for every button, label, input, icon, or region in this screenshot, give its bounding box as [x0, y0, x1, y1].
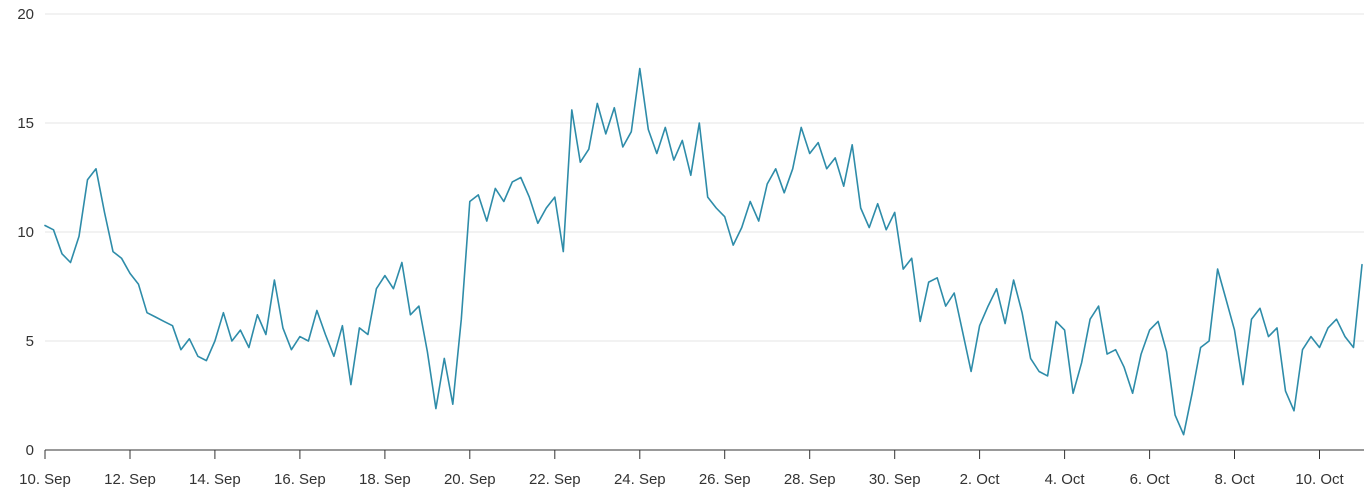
x-tick-label: 30. Sep — [869, 471, 921, 488]
x-tick-label: 26. Sep — [699, 471, 751, 488]
x-tick-label: 16. Sep — [274, 471, 326, 488]
x-tick-label: 12. Sep — [104, 471, 156, 488]
x-tick-label: 6. Oct — [1130, 471, 1171, 488]
x-tick-label: 18. Sep — [359, 471, 411, 488]
x-tick-label: 24. Sep — [614, 471, 666, 488]
y-tick-label: 0 — [26, 442, 34, 459]
series-line — [44, 67, 1363, 436]
y-tick-label: 10 — [17, 224, 34, 241]
y-tick-label: 20 — [17, 6, 34, 23]
x-tick-label: 8. Oct — [1214, 471, 1255, 488]
x-tick-label: 2. Oct — [960, 471, 1001, 488]
x-tick-label: 22. Sep — [529, 471, 581, 488]
x-tick-label: 28. Sep — [784, 471, 836, 488]
x-tick-label: 10. Sep — [19, 471, 71, 488]
x-tick-label: 14. Sep — [189, 471, 241, 488]
y-tick-label: 5 — [26, 333, 34, 350]
y-tick-label: 15 — [17, 115, 34, 132]
x-tick-label: 4. Oct — [1045, 471, 1086, 488]
x-tick-label: 10. Oct — [1295, 471, 1344, 488]
x-tick-label: 20. Sep — [444, 471, 496, 488]
